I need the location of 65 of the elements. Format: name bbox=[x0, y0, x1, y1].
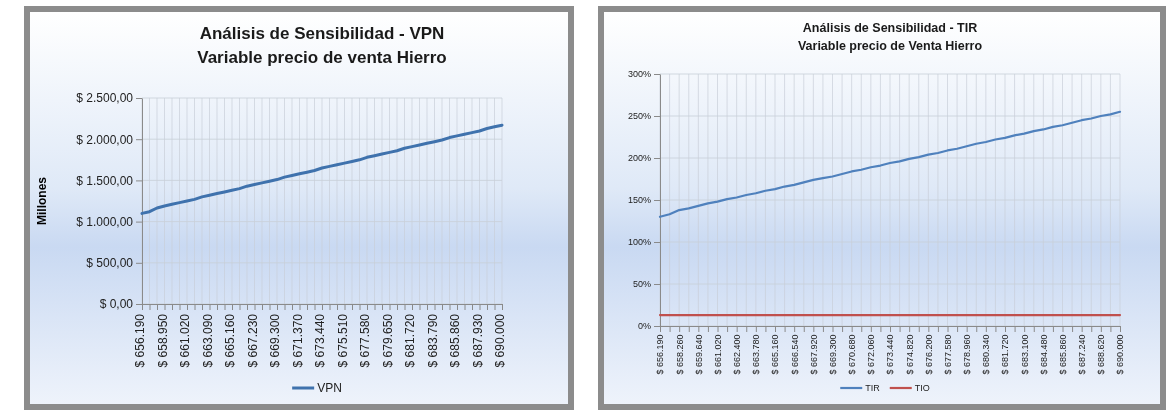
x-tick-label: $ 684.480 bbox=[1038, 334, 1049, 375]
x-tick-label: $ 674.820 bbox=[904, 334, 915, 375]
x-tick-label: $ 681.720 bbox=[403, 313, 418, 368]
y-tick-label: $ 1.500,00 bbox=[76, 173, 134, 188]
x-tick-label: $ 661.020 bbox=[178, 313, 193, 368]
chart-subtitle: Variable precio de Venta Hierro bbox=[797, 38, 983, 53]
x-tick-label: $ 676.200 bbox=[923, 334, 934, 375]
legend-label: TIR bbox=[865, 383, 881, 394]
x-tick-label: $ 667.230 bbox=[245, 313, 260, 368]
x-tick-label: $ 683.790 bbox=[425, 313, 440, 368]
x-tick-label: $ 662.400 bbox=[732, 334, 743, 375]
y-tick-label: 250% bbox=[627, 111, 651, 122]
y-tick-label: $ 2.000,00 bbox=[76, 132, 134, 147]
y-tick-label: 50% bbox=[632, 279, 651, 290]
x-tick-label: $ 665.160 bbox=[223, 313, 238, 368]
x-tick-label: $ 656.190 bbox=[133, 313, 148, 368]
y-tick-label: 100% bbox=[627, 237, 651, 248]
x-tick-label: $ 690.000 bbox=[1115, 334, 1126, 375]
x-tick-label: $ 678.960 bbox=[962, 334, 973, 375]
chart-subtitle: Variable precio de venta Hierro bbox=[197, 48, 447, 67]
x-tick-label: $ 671.370 bbox=[290, 313, 305, 368]
x-tick-label: $ 677.580 bbox=[942, 334, 953, 375]
x-tick-label: $ 663.090 bbox=[200, 313, 215, 368]
line-series bbox=[658, 110, 1122, 218]
legend-label: TIO bbox=[914, 383, 930, 394]
x-tick-label: $ 675.510 bbox=[335, 313, 350, 368]
x-tick-label: $ 665.160 bbox=[770, 334, 781, 375]
x-tick-label: $ 669.300 bbox=[827, 334, 838, 375]
y-tick-label: $ 1.000,00 bbox=[76, 214, 134, 229]
x-tick-label: $ 680.340 bbox=[981, 334, 992, 375]
x-tick-label: $ 673.440 bbox=[313, 313, 328, 368]
y-tick-label: $ 2.500,00 bbox=[76, 91, 134, 106]
x-tick-label: $ 659.640 bbox=[693, 334, 704, 375]
y-tick-label: $ 500,00 bbox=[86, 256, 134, 271]
x-tick-label: $ 688.620 bbox=[1096, 334, 1107, 375]
x-tick-label: $ 679.650 bbox=[380, 313, 395, 368]
chart-title: Análisis de Sensibilidad - TIR bbox=[802, 21, 978, 35]
x-tick-label: $ 687.930 bbox=[470, 313, 485, 368]
x-tick-label: $ 681.720 bbox=[1000, 334, 1011, 375]
y-tick-label: 150% bbox=[627, 195, 651, 206]
x-tick-label: $ 666.540 bbox=[789, 334, 800, 375]
x-tick-label: $ 663.780 bbox=[751, 334, 762, 375]
x-tick-label: $ 661.020 bbox=[712, 334, 723, 375]
x-tick-label: $ 685.860 bbox=[448, 313, 463, 368]
line-series bbox=[140, 123, 504, 215]
x-tick-label: $ 669.300 bbox=[268, 313, 283, 368]
y-tick-label: 0% bbox=[637, 321, 651, 332]
x-tick-label: $ 658.950 bbox=[155, 313, 170, 368]
x-tick-label: $ 673.440 bbox=[885, 334, 896, 375]
y-tick-label: 200% bbox=[627, 153, 651, 164]
x-tick-label: $ 677.580 bbox=[358, 313, 373, 368]
x-tick-label: $ 658.260 bbox=[674, 334, 685, 375]
legend-label: VPN bbox=[317, 381, 342, 396]
x-tick-label: $ 667.920 bbox=[808, 334, 819, 375]
y-tick-label: $ 0,00 bbox=[99, 297, 134, 312]
chart-title: Análisis de Sensibilidad - VPN bbox=[199, 24, 445, 44]
y-tick-label: 300% bbox=[627, 69, 651, 80]
y-axis-title: Millones bbox=[34, 176, 49, 226]
x-tick-label: $ 685.860 bbox=[1057, 334, 1068, 375]
x-tick-label: $ 690.000 bbox=[493, 313, 508, 368]
x-tick-label: $ 683.100 bbox=[1019, 334, 1030, 375]
x-tick-label: $ 672.060 bbox=[866, 334, 877, 375]
x-tick-label: $ 687.240 bbox=[1077, 334, 1088, 375]
x-tick-label: $ 656.190 bbox=[655, 334, 666, 375]
x-tick-label: $ 670.680 bbox=[847, 334, 858, 375]
